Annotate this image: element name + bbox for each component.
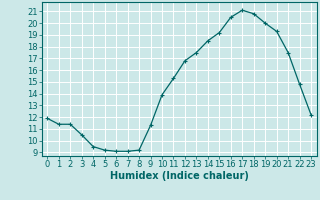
X-axis label: Humidex (Indice chaleur): Humidex (Indice chaleur) [110, 171, 249, 181]
